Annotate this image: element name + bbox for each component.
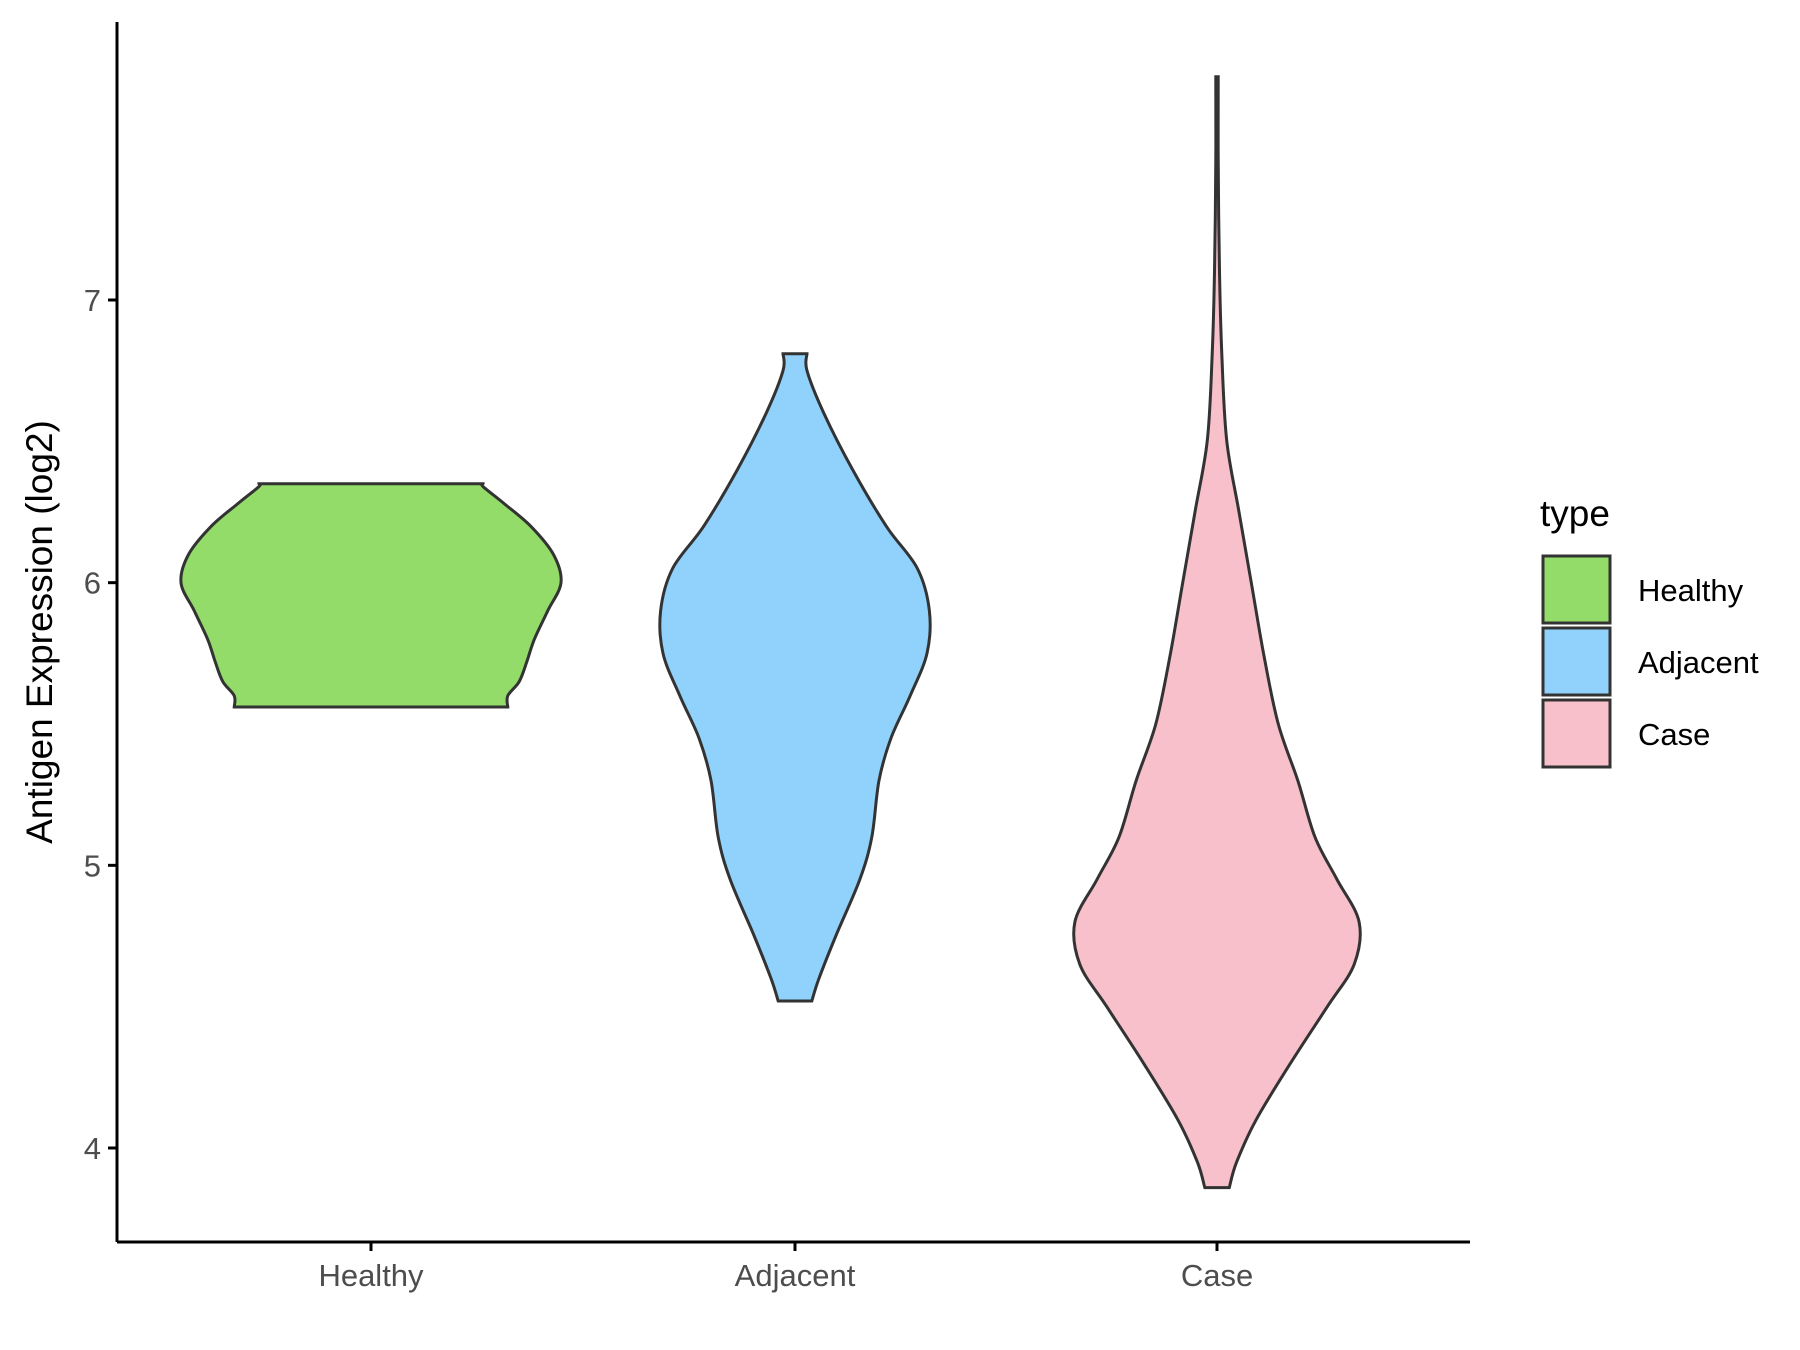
y-tick-label-5: 5 (84, 848, 101, 883)
legend-title: type (1540, 493, 1610, 534)
violins-layer (179, 75, 1362, 1190)
violin-adjacent (658, 352, 932, 1003)
y-ticks-layer: 4 5 6 7 (84, 283, 117, 1166)
y-tick-label-4: 4 (84, 1131, 101, 1166)
y-tick-label-6: 6 (84, 566, 101, 601)
x-tick-label-adjacent: Adjacent (735, 1258, 856, 1293)
legend-label-adjacent: Adjacent (1638, 645, 1759, 680)
y-tick-label-7: 7 (84, 283, 101, 318)
y-axis-title: Antigen Expression (log2) (19, 420, 60, 844)
x-tick-label-healthy: Healthy (318, 1258, 424, 1293)
legend-key-adjacent (1541, 626, 1612, 697)
x-ticks-layer: Healthy Adjacent Case (318, 1242, 1253, 1293)
legend: type Healthy Adjacent Case (1540, 493, 1759, 769)
legend-label-healthy: Healthy (1638, 573, 1744, 608)
legend-key-case (1541, 698, 1612, 769)
legend-key-healthy (1541, 554, 1612, 625)
x-tick-label-case: Case (1181, 1258, 1253, 1293)
violin-healthy (179, 482, 563, 709)
violin-case (1072, 75, 1362, 1190)
legend-label-case: Case (1638, 717, 1710, 752)
legend-entries: Healthy Adjacent Case (1541, 554, 1759, 769)
